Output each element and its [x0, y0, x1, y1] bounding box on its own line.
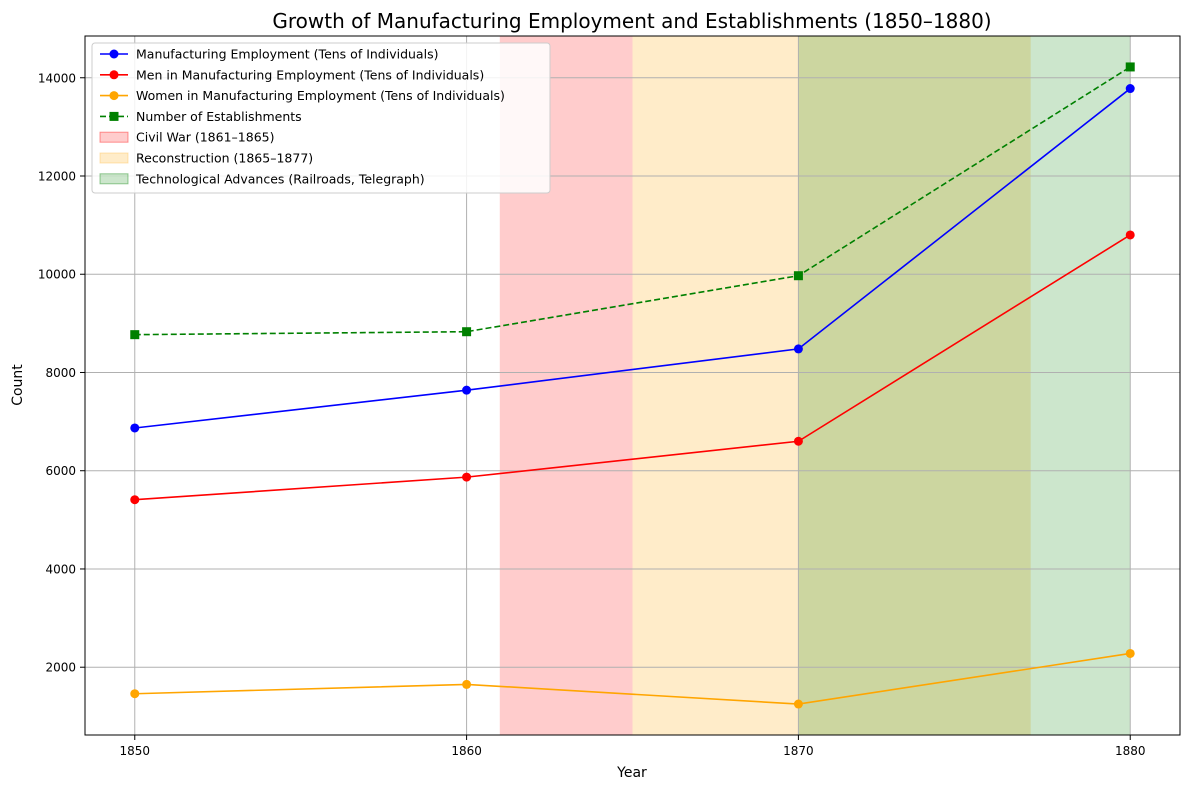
data-point-women-in-manufacturing-employment-tens-of-individuals — [130, 689, 140, 699]
data-point-women-in-manufacturing-employment-tens-of-individuals — [793, 699, 803, 709]
data-point-women-in-manufacturing-employment-tens-of-individuals — [1125, 648, 1135, 658]
series-line-men-in-manufacturing-employment-tens-of-individuals — [134, 234, 1131, 501]
data-point-number-of-establishments — [462, 327, 472, 337]
legend-label-civil-war-1861-1865: Civil War (1861–1865) — [136, 130, 274, 145]
x-tick-label: 1870 — [783, 744, 814, 758]
legend-label-manufacturing-employment-tens-of-individuals: Manufacturing Employment (Tens of Indivi… — [136, 47, 438, 62]
chart-title: Growth of Manufacturing Employment and E… — [272, 9, 991, 33]
y-tick-label: 8000 — [45, 366, 76, 380]
y-tick-label: 4000 — [45, 562, 76, 576]
legend-marker-manufacturing-employment-tens-of-individuals — [109, 49, 119, 59]
legend-swatch-civil-war-1861-1865 — [99, 131, 129, 143]
y-tick-label: 6000 — [45, 464, 76, 478]
legend-label-number-of-establishments: Number of Establishments — [136, 109, 302, 124]
y-tick-label: 12000 — [38, 169, 76, 183]
x-tick-label: 1850 — [119, 744, 150, 758]
data-point-manufacturing-employment-tens-of-individuals — [130, 423, 140, 433]
span-layer — [499, 36, 1131, 735]
legend-marker-number-of-establishments — [109, 111, 119, 121]
legend-swatch-reconstruction-1865-1877 — [99, 152, 129, 164]
legend-label-men-in-manufacturing-employment-tens-of-individuals: Men in Manufacturing Employment (Tens of… — [136, 67, 484, 82]
series-layer — [130, 62, 1135, 709]
data-point-number-of-establishments — [793, 271, 803, 281]
x-tick-label: 1880 — [1115, 744, 1146, 758]
data-point-women-in-manufacturing-employment-tens-of-individuals — [462, 679, 472, 689]
legend-label-technological-advances-railroads-telegraph: Technological Advances (Railroads, Teleg… — [135, 171, 425, 186]
data-point-men-in-manufacturing-employment-tens-of-individuals — [793, 436, 803, 446]
legend-box — [91, 42, 551, 194]
legend-label-women-in-manufacturing-employment-tens-of-individuals: Women in Manufacturing Employment (Tens … — [136, 88, 505, 103]
series-line-number-of-establishments — [134, 66, 1131, 336]
y-axis-label: Count — [10, 364, 26, 406]
series-line-manufacturing-employment-tens-of-individuals — [134, 87, 1131, 429]
y-tick-label: 2000 — [45, 661, 76, 675]
legend-marker-men-in-manufacturing-employment-tens-of-individuals — [109, 70, 119, 80]
data-point-manufacturing-employment-tens-of-individuals — [793, 344, 803, 354]
x-tick-label: 1860 — [451, 744, 482, 758]
legend-marker-women-in-manufacturing-employment-tens-of-individuals — [109, 91, 119, 101]
data-point-number-of-establishments — [130, 330, 140, 340]
data-point-manufacturing-employment-tens-of-individuals — [462, 385, 472, 395]
data-point-number-of-establishments — [1125, 62, 1135, 72]
data-point-men-in-manufacturing-employment-tens-of-individuals — [462, 472, 472, 482]
y-tick-label: 14000 — [38, 71, 76, 85]
tick-layer: 1850 1860 1870 1880 2000 4000 6000 8000 10000 120… — [38, 71, 1146, 758]
data-point-men-in-manufacturing-employment-tens-of-individuals — [130, 495, 140, 505]
data-point-men-in-manufacturing-employment-tens-of-individuals — [1125, 230, 1135, 240]
legend-swatch-technological-advances-railroads-telegraph — [99, 173, 129, 185]
span-technological-advances-railroads-telegraph — [798, 36, 1131, 735]
grid-layer — [85, 36, 1180, 735]
legend-label-reconstruction-1865-1877: Reconstruction (1865–1877) — [136, 151, 313, 166]
legend: Manufacturing Employment (Tens of Indivi… — [91, 42, 551, 194]
y-tick-label: 10000 — [38, 268, 76, 282]
x-axis-label: Year — [616, 765, 647, 781]
series-line-women-in-manufacturing-employment-tens-of-individuals — [134, 652, 1131, 705]
plot-frame — [84, 35, 1181, 736]
data-point-manufacturing-employment-tens-of-individuals — [1125, 84, 1135, 94]
span-reconstruction-1865-1877 — [632, 36, 1031, 735]
